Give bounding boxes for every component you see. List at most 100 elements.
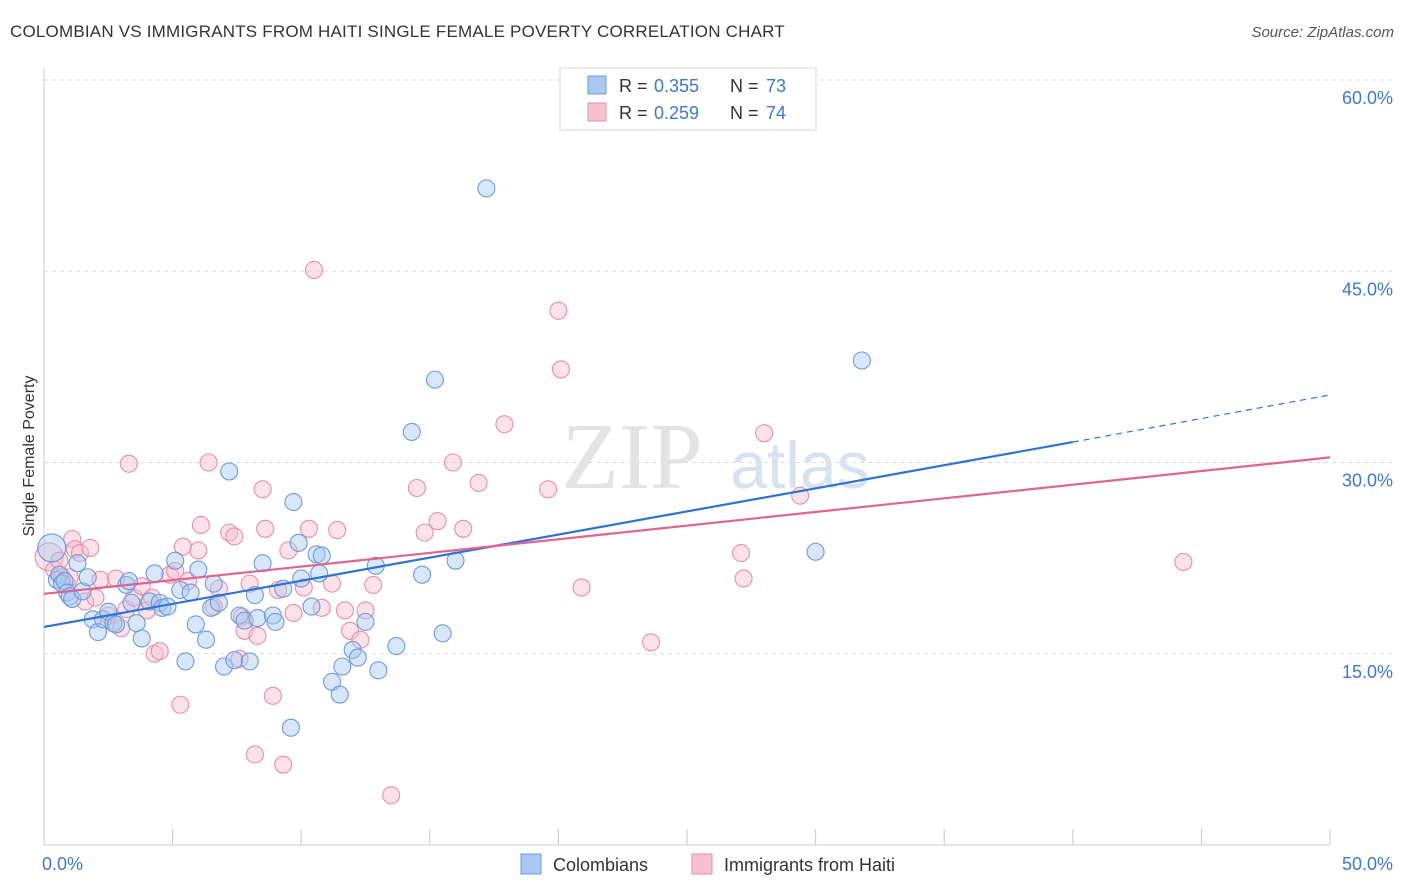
colombian-point-50 (284, 492, 303, 512)
colombian-point-29 (176, 652, 195, 671)
haiti-point-60 (382, 786, 401, 805)
haiti-point-57 (351, 630, 370, 649)
colombian-point-72 (806, 542, 825, 561)
haiti-point-54 (328, 521, 347, 540)
colombian-point-61 (348, 648, 367, 667)
colombian-point-23 (145, 564, 164, 583)
bottom-legend-swatch-colombians (520, 853, 542, 875)
chart-source: Source: ZipAtlas.com (1251, 24, 1394, 41)
chart-title: COLOMBIAN VS IMMIGRANTS FROM HAITI SINGL… (10, 22, 785, 41)
colombian-point-49 (281, 718, 300, 737)
haiti-point-26 (171, 695, 190, 714)
colombian-point-47 (266, 612, 285, 631)
haiti-point-43 (256, 519, 275, 538)
bottom-legend-haiti: Immigrants from Haiti (724, 855, 895, 875)
colombian-point-40 (230, 606, 249, 625)
x-tick-label-0: 0.0% (42, 854, 83, 874)
haiti-point-1 (45, 560, 64, 579)
haiti-point-39 (240, 574, 259, 593)
haiti-point-6 (63, 529, 82, 549)
colombian-point-73 (852, 351, 871, 370)
legend-swatch-haiti (587, 102, 607, 122)
haiti-point-10 (81, 538, 100, 557)
colombian-point-39 (225, 651, 244, 670)
colombian-point-68 (425, 370, 444, 389)
haiti-point-35 (225, 527, 244, 546)
colombians-trend-line (43, 441, 1073, 629)
colombian-point-37 (214, 657, 234, 676)
haiti-point-27 (173, 537, 192, 556)
colombian-point-38 (220, 462, 239, 481)
haiti-point-74 (734, 569, 753, 588)
bottom-legend: Colombians Immigrants from Haiti (520, 853, 895, 875)
legend-r-label-2: R = (619, 103, 648, 123)
colombian-point-0 (37, 533, 67, 563)
haiti-point-17 (119, 454, 138, 473)
haiti-point-69 (549, 301, 568, 320)
haiti-point-73 (731, 543, 751, 563)
colombian-point-20 (127, 614, 146, 633)
y-axis-label: Single Female Poverty (21, 376, 38, 537)
trend-lines (43, 394, 1331, 629)
haiti-point-75 (755, 424, 774, 443)
haiti-point-8 (70, 543, 90, 563)
haiti-point-31 (199, 453, 218, 472)
haiti-point-72 (641, 633, 661, 652)
haiti-point-77 (1174, 552, 1193, 572)
haiti-point-22 (145, 644, 164, 663)
colombian-point-31 (186, 615, 205, 634)
legend-n-value-2: 74 (766, 103, 786, 123)
colombian-point-32 (189, 560, 208, 579)
haiti-point-44 (263, 686, 282, 705)
y-tick-label-60: 60.0% (1342, 88, 1393, 108)
haiti-point-61 (407, 478, 426, 498)
haiti-point-66 (469, 473, 488, 492)
legend-n-label-1: N = (730, 76, 759, 96)
legend-n-label-2: N = (730, 103, 759, 123)
haiti-point-64 (443, 453, 462, 472)
colombian-point-33 (196, 630, 216, 649)
x-tick-label-50: 50.0% (1342, 854, 1393, 874)
colombian-point-51 (289, 533, 308, 552)
watermark-zip: ZIP (562, 405, 703, 509)
haiti-point-65 (454, 519, 473, 538)
haiti-point-30 (191, 515, 210, 535)
legend-r-value-1: 0.355 (654, 76, 699, 96)
colombian-point-64 (369, 661, 388, 680)
legend-swatch-colombians (587, 75, 607, 95)
colombian-point-8 (68, 554, 87, 573)
legend-r-label-1: R = (619, 76, 648, 96)
bottom-legend-swatch-haiti (691, 853, 713, 875)
haiti-point-29 (189, 541, 208, 560)
colombian-point-56 (312, 546, 331, 565)
x-ticks (172, 829, 1331, 845)
x-tick-labels: 0.0% 50.0% (42, 854, 1393, 874)
y-tick-label-30: 30.0% (1342, 471, 1393, 491)
haiti-point-71 (572, 578, 591, 597)
watermark-atlas: atlas (730, 428, 869, 502)
colombians-trend-line-dashed (1072, 394, 1331, 443)
colombian-point-21 (132, 629, 151, 648)
colombian-point-71 (477, 179, 496, 198)
bottom-legend-colombians: Colombians (553, 855, 648, 875)
colombian-point-18 (119, 572, 138, 591)
haiti-point-23 (150, 642, 169, 661)
colombian-point-19 (122, 593, 141, 612)
haiti-point-67 (495, 415, 514, 434)
legend-r-value-2: 0.259 (654, 103, 699, 123)
colombian-point-10 (78, 568, 97, 587)
y-tick-label-45: 45.0% (1342, 279, 1393, 299)
colombian-point-59 (333, 657, 352, 676)
haiti-point-51 (305, 260, 324, 280)
colombian-point-27 (166, 551, 185, 570)
colombian-point-44 (248, 608, 267, 628)
haiti-point-70 (551, 360, 571, 379)
y-tick-labels: 15.0% 30.0% 45.0% 60.0% (1342, 88, 1393, 682)
haiti-point-55 (335, 601, 354, 620)
colombian-point-16 (106, 615, 126, 634)
haiti-point-68 (539, 480, 558, 499)
colombian-point-65 (387, 637, 406, 656)
colombian-point-42 (240, 652, 259, 671)
y-tick-label-15: 15.0% (1342, 662, 1393, 682)
